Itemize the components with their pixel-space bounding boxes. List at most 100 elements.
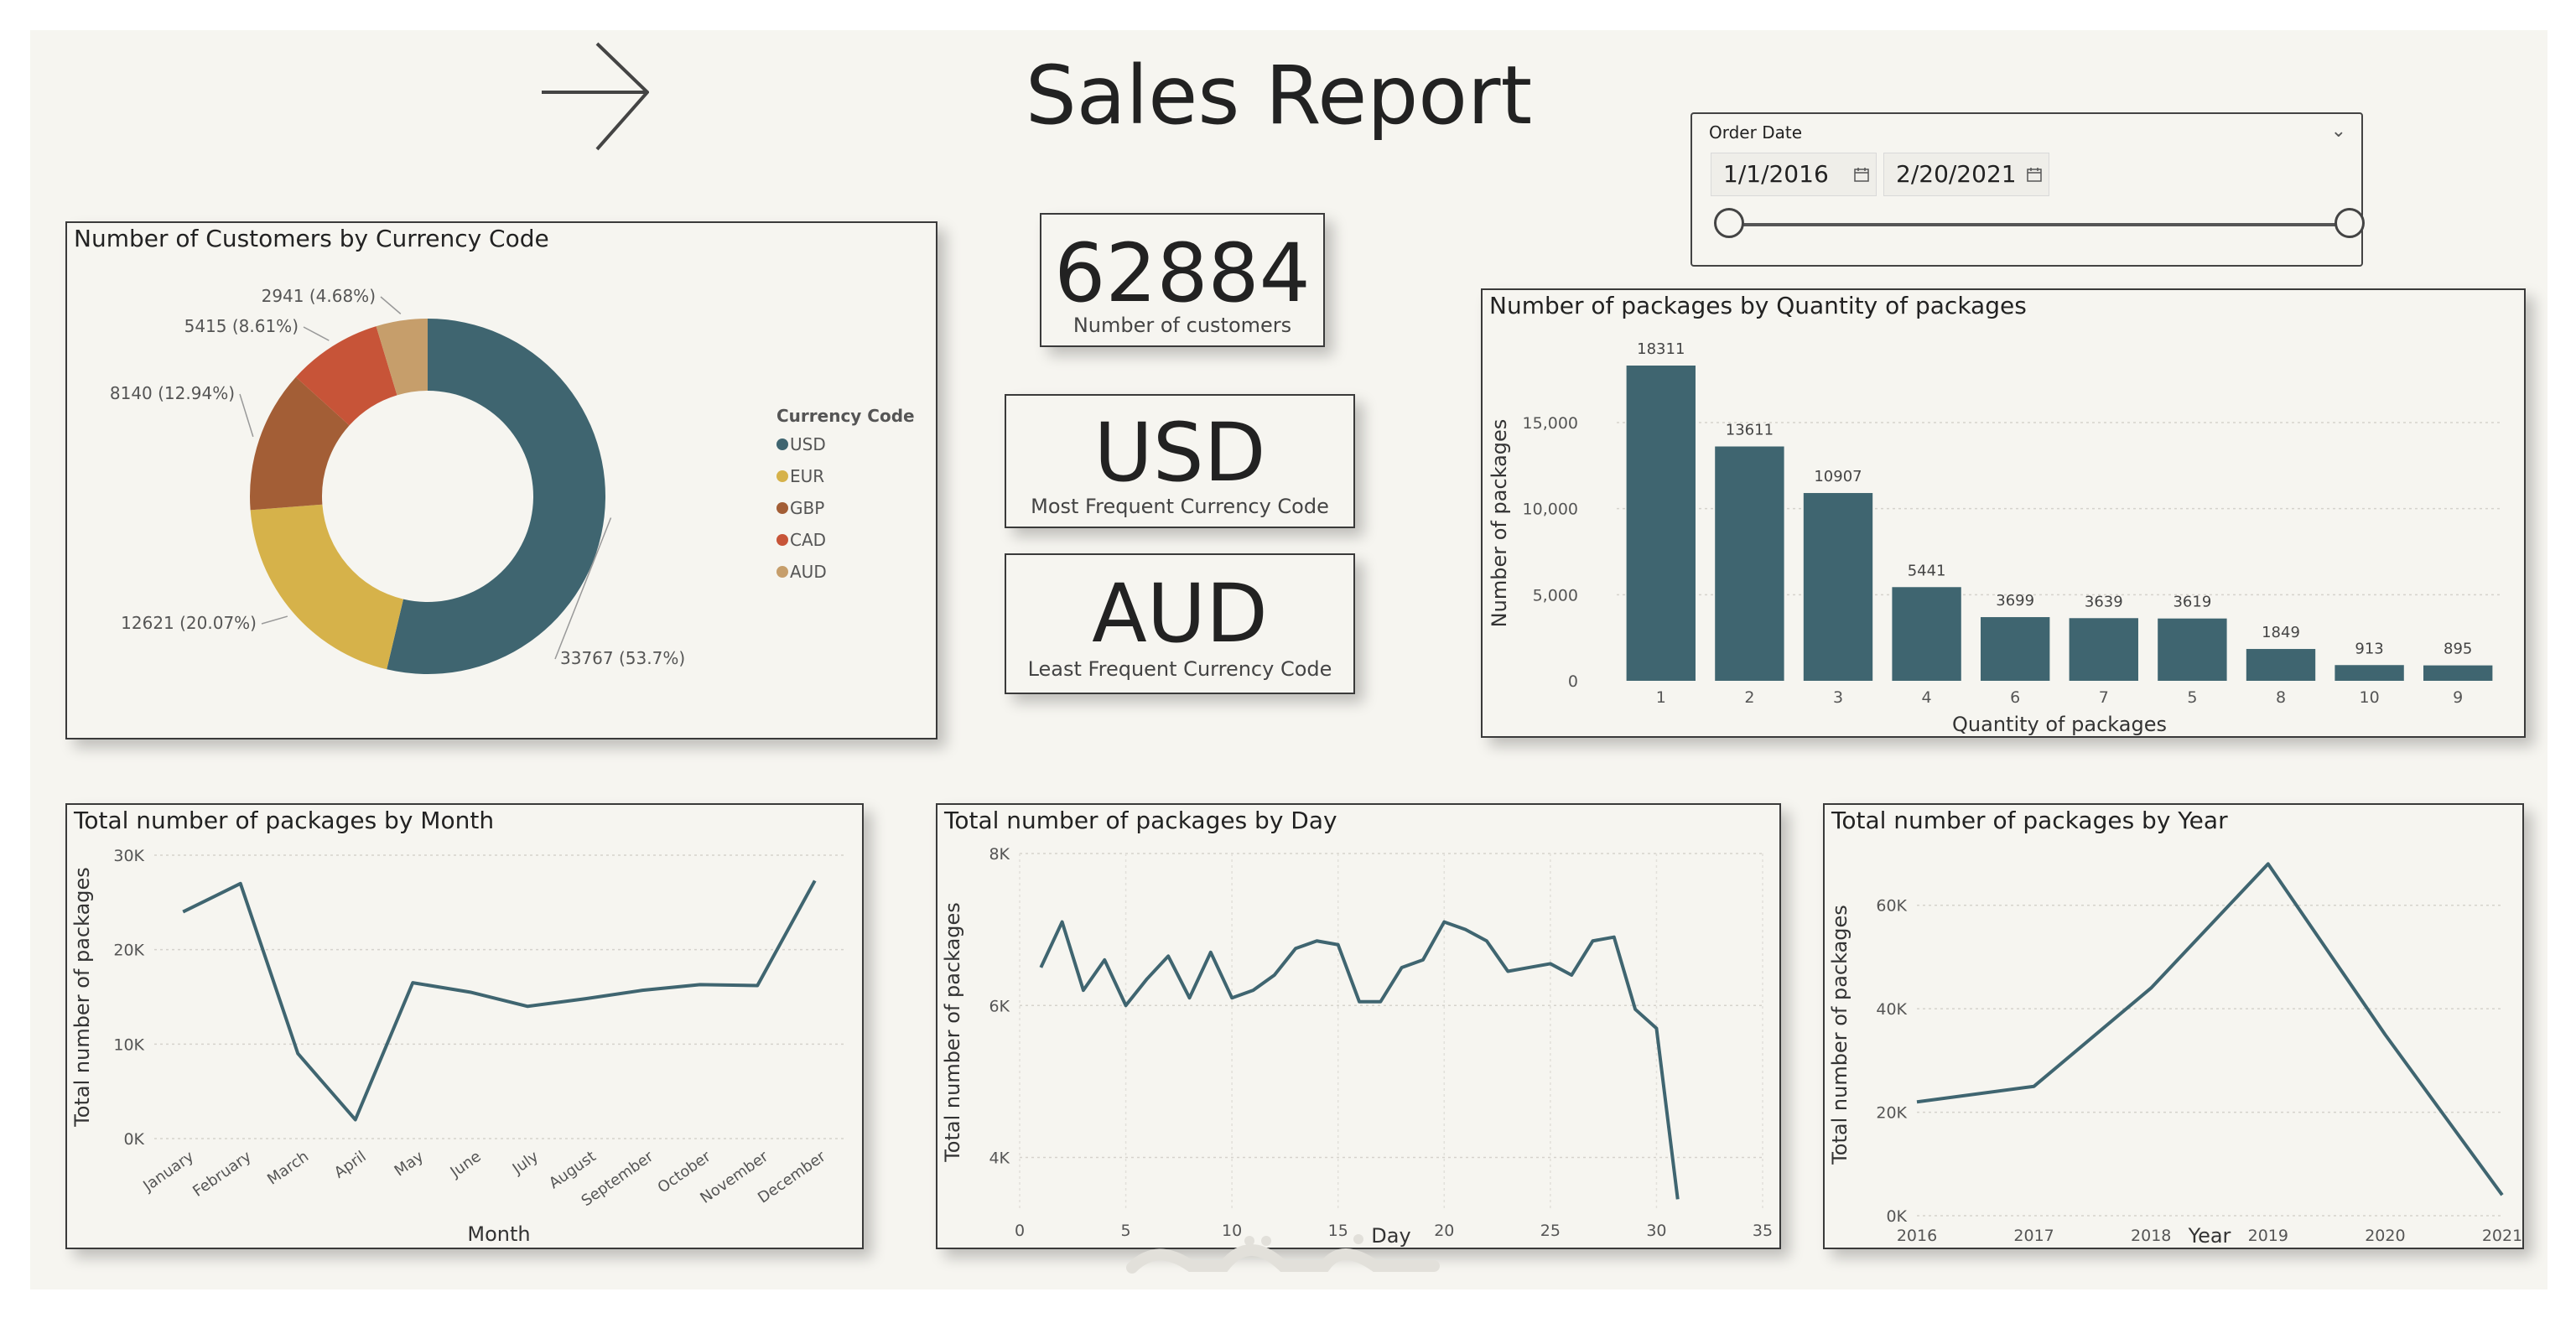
- x-tick-label: 2016: [1897, 1227, 1937, 1245]
- y-tick-label: 8K: [989, 845, 1010, 864]
- bar: [1892, 587, 1961, 681]
- legend-item-aud[interactable]: AUD: [776, 562, 827, 582]
- end-date-input[interactable]: 2/20/2021: [1883, 153, 2049, 196]
- x-tick-label: 2019: [2248, 1227, 2288, 1245]
- donut-chart: 33767 (53.7%) 12621 (20.07%) 8140 (12.94%)…: [110, 286, 685, 674]
- x-tick-label: 15: [1328, 1222, 1348, 1240]
- x-tick-label: 3: [1833, 688, 1843, 707]
- bar-data-label: 3699: [1996, 592, 2034, 610]
- x-tick-label: 5: [2187, 688, 2197, 707]
- y-tick-label: 30K: [113, 847, 144, 865]
- x-tick-label: 25: [1540, 1222, 1561, 1240]
- kpi-value: 62884: [1054, 226, 1311, 320]
- series-line: [1039, 920, 1680, 1200]
- legend-label: AUD: [790, 562, 827, 582]
- x-axis-label: Quantity of packages: [1952, 713, 2167, 736]
- x-tick-label: February: [190, 1148, 255, 1201]
- chart-title: Total number of packages by Month: [74, 807, 495, 834]
- bar-data-label: 13611: [1726, 422, 1774, 439]
- x-tick-label: 2021: [2482, 1227, 2522, 1245]
- chevron-down-icon[interactable]: ⌄: [2330, 121, 2346, 142]
- legend-color-swatch: [776, 470, 788, 482]
- y-tick-label: 40K: [1876, 1000, 1907, 1019]
- y-axis-label: Total number of packages: [70, 867, 94, 1128]
- start-date-value: 1/1/2016: [1723, 160, 1829, 188]
- legend-title: Currency Code: [776, 406, 915, 426]
- arrow-right-icon[interactable]: [540, 42, 649, 153]
- y-tick-label: 0K: [123, 1130, 144, 1149]
- x-tick-label: July: [509, 1148, 543, 1179]
- legend-color-swatch: [776, 566, 788, 578]
- y-tick-label: 15,000: [1523, 414, 1578, 433]
- chart-title: Number of Customers by Currency Code: [74, 225, 549, 252]
- month-line-chart-card: Total number of packages by Month 0K 10K 2…: [65, 803, 864, 1249]
- donut-slice-gbp: [250, 376, 350, 511]
- calendar-icon[interactable]: [2027, 167, 2042, 182]
- donut-slice-eur: [250, 504, 403, 670]
- y-tick-label: 10,000: [1523, 501, 1578, 519]
- x-tick-label: 6: [2010, 688, 2020, 707]
- bar-data-label: 3639: [2085, 593, 2123, 610]
- kpi-card-most-frequent: USD Most Frequent Currency Code: [1005, 394, 1355, 528]
- bar: [1715, 446, 1784, 681]
- x-tick-label: 35: [1753, 1222, 1773, 1240]
- donut-data-label: 8140 (12.94%): [110, 383, 235, 403]
- x-tick-label: 10: [2360, 688, 2380, 707]
- end-date-value: 2/20/2021: [1896, 160, 2017, 188]
- bar: [2334, 665, 2404, 681]
- bar-data-label: 18311: [1637, 340, 1685, 358]
- slicer-title: Order Date: [1709, 122, 1802, 143]
- order-date-slicer[interactable]: Order Date ⌄ 1/1/2016 2/20/2021: [1690, 112, 2365, 267]
- bar: [2246, 649, 2316, 681]
- x-tick-label: 2020: [2365, 1227, 2405, 1245]
- donut-data-label: 5415 (8.61%): [184, 316, 299, 336]
- kpi-label: Most Frequent Currency Code: [1031, 495, 1329, 518]
- legend-item-gbp[interactable]: GBP: [776, 498, 824, 518]
- bar-data-label: 3619: [2173, 594, 2211, 611]
- donut-chart-card: Number of Customers by Currency Code 337…: [65, 221, 937, 739]
- donut-leader-line: [303, 326, 330, 341]
- x-axis-label: Day: [1371, 1224, 1410, 1248]
- year-line-chart: 0K 20K 40K 60K 2016 2017 2018 2019 2020 2021 Year T…: [1828, 862, 2522, 1248]
- y-tick-label: 5,000: [1533, 586, 1578, 605]
- x-tick-label: 8: [2276, 688, 2286, 707]
- bar-data-label: 913: [2355, 640, 2383, 657]
- kpi-card-least-frequent: AUD Least Frequent Currency Code: [1005, 553, 1355, 694]
- x-tick-label: 20: [1434, 1222, 1454, 1240]
- kpi-card-customers: 62884 Number of customers: [1040, 213, 1325, 347]
- legend-label: USD: [790, 434, 826, 454]
- start-slider-handle[interactable]: [1714, 208, 1744, 238]
- donut-data-label: 33767 (53.7%): [560, 648, 685, 668]
- date-range-track[interactable]: [1729, 223, 2350, 226]
- chart-title: Number of packages by Quantity of packag…: [1489, 292, 2027, 319]
- bar-data-label: 1849: [2262, 624, 2300, 641]
- bar: [2423, 665, 2493, 681]
- legend-label: EUR: [790, 466, 825, 486]
- legend-item-eur[interactable]: EUR: [776, 466, 824, 486]
- x-tick-label: May: [392, 1148, 428, 1180]
- calendar-icon[interactable]: [1854, 167, 1869, 182]
- x-tick-label: April: [331, 1148, 370, 1182]
- x-tick-label: 5: [1121, 1222, 1131, 1240]
- x-tick-label: 2017: [2013, 1227, 2054, 1245]
- x-axis-label: Month: [467, 1222, 530, 1246]
- donut-slice-aud: [376, 319, 428, 396]
- start-date-input[interactable]: 1/1/2016: [1711, 153, 1877, 196]
- legend-label: CAD: [790, 530, 827, 550]
- bar-chart: 0 5,000 10,000 15,000 18311 1 13611 2 10907 3 5441…: [1488, 340, 2502, 736]
- kpi-label: Number of customers: [1072, 314, 1292, 337]
- legend-item-cad[interactable]: CAD: [776, 530, 826, 550]
- bar: [2069, 618, 2138, 681]
- y-axis-label: Total number of packages: [1828, 905, 1852, 1165]
- kpi-label: Least Frequent Currency Code: [1027, 657, 1332, 681]
- end-slider-handle[interactable]: [2334, 208, 2365, 238]
- x-tick-label: 2: [1744, 688, 1754, 707]
- legend-item-usd[interactable]: USD: [776, 434, 826, 454]
- donut-leader-line: [554, 517, 612, 660]
- watermark-logo: [1126, 1234, 1440, 1274]
- x-tick-label: June: [447, 1148, 485, 1181]
- donut-leader-line: [261, 615, 288, 625]
- donut-data-label: 12621 (20.07%): [121, 613, 257, 633]
- y-tick-label: 10K: [113, 1035, 144, 1054]
